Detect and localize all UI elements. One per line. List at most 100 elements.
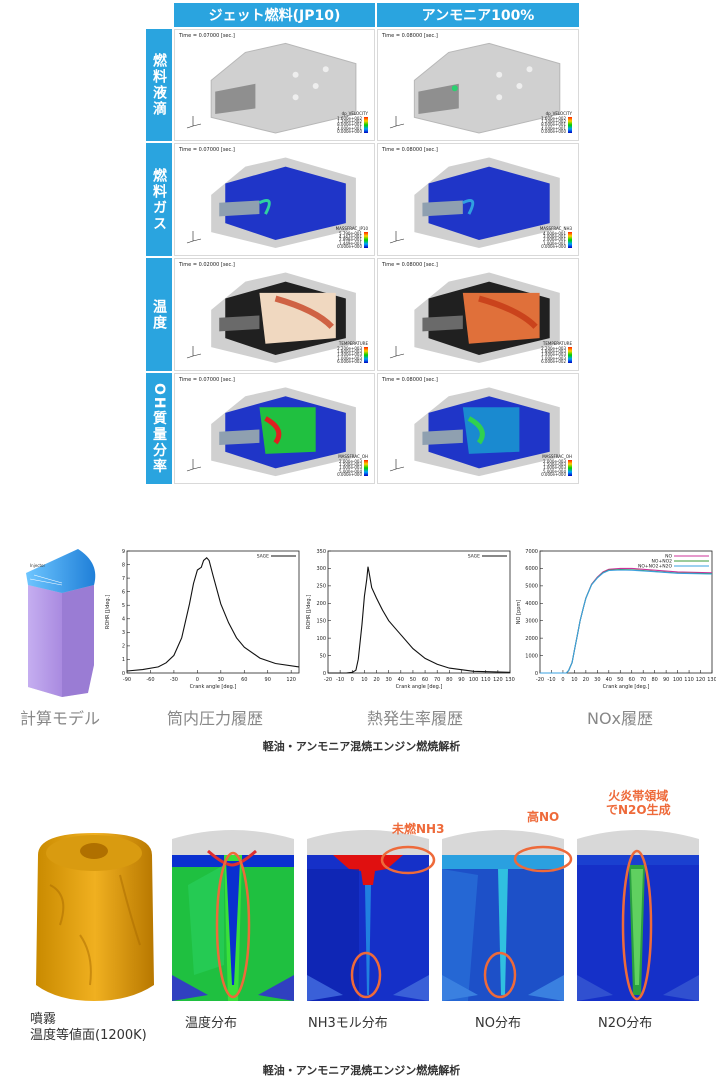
x-tick-label: 60 xyxy=(422,677,428,683)
y-tick-label: 6 xyxy=(122,589,125,595)
x-tick-label: 120 xyxy=(696,677,706,683)
combustor-render xyxy=(186,387,356,477)
plot-frame xyxy=(327,550,511,674)
x-tick-label: 100 xyxy=(673,677,683,683)
row-label-temperature: 温度 xyxy=(146,258,172,371)
combustor-render xyxy=(389,42,561,134)
bottom-section-title: 軽油・アンモニア混焼エンジン燃焼解析 xyxy=(262,1064,461,1077)
simulation-time: Time = 0.08000 [sec.] xyxy=(382,262,438,268)
n2o-distribution-image xyxy=(577,830,699,1001)
combustor-render xyxy=(389,157,560,248)
x-tick-label: 50 xyxy=(617,677,623,683)
x-axis-label: Crank angle [deg.] xyxy=(190,684,237,690)
x-tick-label: 90 xyxy=(265,677,271,683)
y-axis-label: ROHR [J/deg.] xyxy=(105,595,111,629)
combustor-render xyxy=(186,157,356,248)
caption-nox: NOx履歴 xyxy=(586,709,654,728)
series-line xyxy=(126,557,300,672)
x-tick-label: 20 xyxy=(583,677,589,683)
caption-n2o: N2O分布 xyxy=(598,1016,653,1031)
plot-frame xyxy=(539,550,713,674)
y-tick-label: 4000 xyxy=(525,601,538,607)
y-tick-label: 8 xyxy=(122,562,125,568)
simulation-time: Time = 0.08000 [sec.] xyxy=(382,33,438,39)
y-tick-label: 100 xyxy=(316,636,326,642)
legend-title: MASSFRAC_JP10 xyxy=(335,225,368,231)
y-tick-label: 1000 xyxy=(525,653,538,659)
nh3-mole-distribution-image xyxy=(307,830,429,1001)
y-tick-label: 2000 xyxy=(525,636,538,642)
simulation-time: Time = 0.07000 [sec.] xyxy=(179,377,235,383)
nox-history-chart: -20 -10 0 10 20 30 40 50 60 70 80 90 100 110 120 130 0 10… xyxy=(516,549,716,690)
x-tick-label: 10 xyxy=(571,677,577,683)
legend-values: 1.600e+002 1.200e+002 8.000e+001 4.000e+001… xyxy=(541,115,566,134)
legend-title: MASSFRAC_NH3 xyxy=(539,225,572,231)
legend-title: MASSFRAC_OH xyxy=(338,453,368,459)
x-tick-label: 80 xyxy=(651,677,657,683)
color-legend: MASSFRAC_OH 2.000e-003 1.500e-003 1.000e-00… xyxy=(337,454,368,477)
color-legend: MASSFRAC_NH3 4.000e-001 3.000e-001 2.000e-0… xyxy=(540,226,572,249)
caption-pressure: 筒内圧力履歴 xyxy=(166,709,263,728)
legend-label: SAGE xyxy=(257,554,269,560)
color-legend: MASSFRAC_JP10 5.790e-001 4.347e-001 2.898e-… xyxy=(336,226,368,249)
simulation-cell: Time = 0.08000 [sec.] MASSFRAC_NH3 4.000e-… xyxy=(377,143,579,256)
y-tick-label: 2 xyxy=(122,644,125,650)
y-tick-label: 0 xyxy=(323,671,326,677)
legend-values: 2.000e-003 1.500e-003 1.000e-003 5.000e-004… xyxy=(337,458,362,477)
x-tick-label: -20 xyxy=(536,677,544,683)
legend-title: dp_VELOCITY xyxy=(341,110,368,116)
x-tick-label: 110 xyxy=(684,677,694,683)
y-tick-label: 7 xyxy=(122,576,125,582)
color-legend: TEMPERATURE 2.200e+003 1.800e+003 1.400e+00… xyxy=(337,341,368,364)
color-legend: TEMPERATURE 2.200e+003 1.800e+003 1.400e+00… xyxy=(541,341,572,364)
x-tick-label: 130 xyxy=(707,677,716,683)
x-tick-label: 30 xyxy=(385,677,391,683)
series-line xyxy=(540,569,713,674)
legend-title: MASSFRAC_OH xyxy=(542,453,572,459)
cylinder-pressure-chart: -90 -60 -30 0 30 60 90 120 0 1 2 3 4 5 6 7 8 9 Crank angle… xyxy=(105,549,300,690)
x-tick-label: -30 xyxy=(170,677,178,683)
y-tick-label: 350 xyxy=(316,549,326,555)
simulation-time: Time = 0.07000 [sec.] xyxy=(179,147,235,153)
y-tick-label: 150 xyxy=(316,619,326,625)
plot-frame xyxy=(126,550,300,674)
y-tick-label: 0 xyxy=(122,671,125,677)
combustor-render xyxy=(389,387,560,477)
combustor-render xyxy=(186,272,356,363)
caption-temperature: 温度分布 xyxy=(185,1016,238,1031)
x-tick-label: 90 xyxy=(458,677,464,683)
y-tick-label: 50 xyxy=(320,653,326,659)
y-axis-label: NO [ppm] xyxy=(516,600,522,624)
y-tick-label: 3000 xyxy=(525,619,538,625)
y-tick-label: 5 xyxy=(122,603,125,609)
simulation-cell: Time = 0.07000 [sec.] dp_VELOCITY 1.600e+0… xyxy=(174,29,375,141)
spray-isosurface-image xyxy=(36,833,154,1001)
simulation-cell: Time = 0.08000 [sec.] dp_VELOCITY 1.600e+0… xyxy=(377,29,579,141)
x-tick-label: 60 xyxy=(629,677,635,683)
y-axis-label: ROHR [J/deg.] xyxy=(306,595,312,629)
engine-model-image: Injector xyxy=(26,549,96,697)
x-tick-label: 0 xyxy=(351,677,354,683)
x-axis-label: Crank angle [deg.] xyxy=(603,684,650,690)
legend-values: 2.000e-003 1.500e-003 1.000e-003 5.000e-004… xyxy=(541,458,566,477)
x-tick-label: 0 xyxy=(561,677,564,683)
middle-section-title: 軽油・アンモニア混焼エンジン燃焼解析 xyxy=(262,740,461,753)
y-tick-label: 7000 xyxy=(525,549,538,555)
y-tick-label: 1 xyxy=(122,657,125,663)
caption-model: 計算モデル xyxy=(19,709,100,728)
annotation-n2o-flame: 火炎帯領域 でN2O生成 xyxy=(606,789,671,817)
annotation-callouts xyxy=(380,845,573,875)
heat-release-chart: -20 -10 0 10 20 30 40 50 60 70 80 90 100 110 120 130050… xyxy=(306,549,515,690)
simulation-cell: Time = 0.08000 [sec.] MASSFRAC_OH 2.000e-0… xyxy=(377,373,579,484)
x-tick-label: 90 xyxy=(663,677,669,683)
x-tick-label: 80 xyxy=(446,677,452,683)
x-tick-label: -10 xyxy=(336,677,344,683)
series-line xyxy=(328,566,511,674)
annotation-unburned-nh3: 未燃NH3 xyxy=(392,822,445,836)
column-header-nh3: アンモニア100% xyxy=(377,3,579,27)
color-legend: dp_VELOCITY 1.600e+002 1.200e+002 8.000e+00… xyxy=(541,111,572,134)
x-tick-label: 10 xyxy=(361,677,367,683)
simulation-time: Time = 0.02000 [sec.] xyxy=(179,262,235,268)
simulation-comparison-grid: ジェット燃料(JP10) アンモニア100% 燃料液滴 燃料ガス 温度 OH質量… xyxy=(146,3,579,484)
x-tick-label: 110 xyxy=(481,677,491,683)
